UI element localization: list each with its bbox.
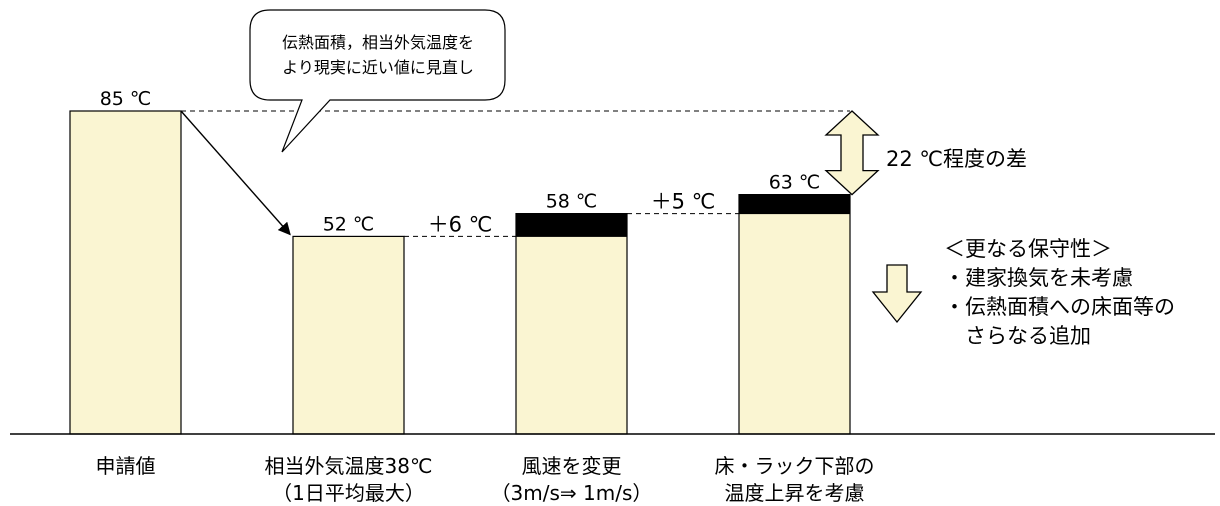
notes-title: ＜更なる保守性＞ — [944, 237, 1112, 261]
conservatism-notes: ＜更なる保守性＞ ・建家換気を未考慮 ・伝熱面積への床面等の さらなる追加 — [944, 235, 1175, 351]
transition-arrow — [180, 110, 291, 236]
note-item-continuation: さらなる追加 — [965, 324, 1091, 348]
category-label: 温度上昇を考慮 — [725, 481, 865, 505]
bar — [69, 110, 182, 435]
step-label: ＋6 ℃ — [428, 212, 493, 236]
callout-text: 伝熱面積，相当外気温度を — [282, 33, 474, 52]
bar-increment — [515, 213, 628, 237]
category-label: 風速を変更 — [522, 454, 622, 478]
note-item: ・伝熱面積への床面等の — [944, 295, 1175, 319]
bar — [292, 235, 405, 435]
callout-bubble — [249, 9, 506, 153]
value-label: 63 ℃ — [769, 172, 821, 194]
note-item: ・建家換気を未考慮 — [944, 266, 1133, 290]
difference-arrow — [824, 110, 880, 196]
callout-text: より現実に近い値に見直し — [282, 58, 474, 77]
bar — [738, 194, 851, 435]
step-label: ＋5 ℃ — [651, 190, 716, 214]
down-arrow — [871, 264, 923, 324]
category-label: （3m/s⇒ 1m/s） — [491, 481, 653, 505]
category-label: 申請値 — [96, 454, 156, 478]
category-label: 床・ラック下部の — [715, 454, 875, 478]
bar — [515, 213, 628, 435]
bar-increment — [738, 194, 851, 215]
category-label: （1日平均最大） — [272, 481, 425, 505]
category-label: 相当外気温度38℃ — [265, 454, 433, 478]
value-label: 52 ℃ — [323, 213, 375, 235]
value-label: 58 ℃ — [546, 191, 598, 213]
value-label: 85 ℃ — [100, 88, 152, 110]
difference-label: 22 ℃程度の差 — [886, 147, 1027, 171]
